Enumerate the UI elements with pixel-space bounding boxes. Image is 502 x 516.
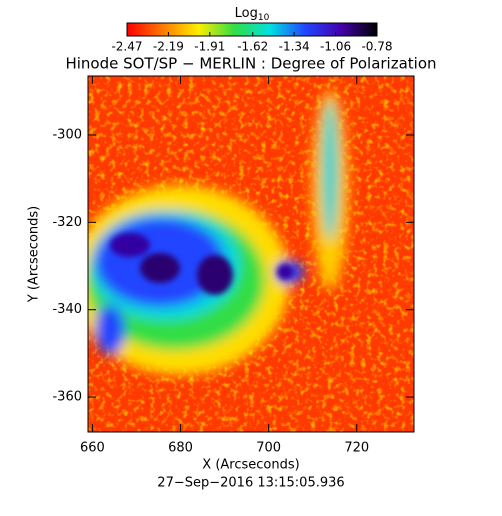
y-tick-label: -320 — [52, 215, 82, 230]
x-tick-label: 700 — [256, 441, 281, 456]
colorbar-tick-label: -0.78 — [361, 40, 392, 54]
y-tick-label: -300 — [52, 127, 82, 142]
colorbar-label-sub: 10 — [258, 13, 270, 23]
footer: 27−Sep−2016 13:15:05.936 — [157, 476, 344, 491]
y-tick-label: -360 — [52, 390, 82, 405]
colorbar-tick-label: -2.19 — [153, 40, 184, 54]
colorbar-tick-label: -1.06 — [320, 40, 351, 54]
colorbar-tick-label: -2.47 — [111, 40, 142, 54]
colorbar-tick-label: -1.91 — [194, 40, 225, 54]
map-cores — [110, 233, 293, 295]
colorbar-label: Log10 — [235, 6, 270, 23]
colorbar-tick-label: -1.34 — [279, 40, 310, 54]
x-tick-label: 720 — [344, 441, 369, 456]
plot-frame — [87, 75, 415, 433]
y-tick-label: -340 — [52, 302, 82, 317]
colorbar-tick-label: -1.62 — [237, 40, 268, 54]
map — [88, 76, 414, 432]
chart-title: Hinode SOT/SP − MERLIN : Degree of Polar… — [65, 55, 436, 73]
colorbar-label-main: Log — [235, 6, 258, 21]
y-axis-label: Y (Arcseconds) — [27, 206, 42, 303]
x-axis-label: X (Arcseconds) — [202, 458, 299, 473]
colorbar — [126, 22, 378, 37]
x-tick-label: 680 — [168, 441, 193, 456]
x-tick-label: 660 — [80, 441, 105, 456]
